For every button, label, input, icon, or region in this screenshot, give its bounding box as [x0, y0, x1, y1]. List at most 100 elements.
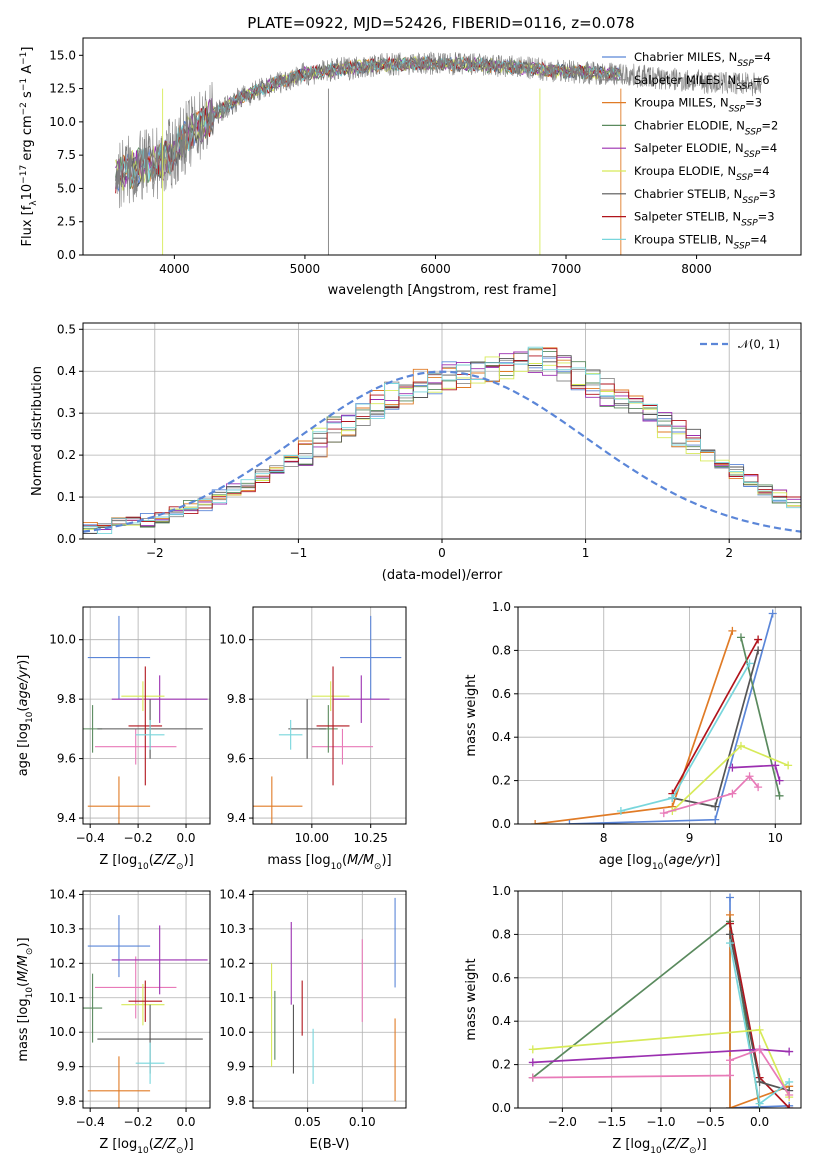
label-part: N	[729, 50, 738, 64]
x-tick-label: −0.5	[696, 1115, 725, 1129]
legend-entry: Chabrier MILES, NSSP=4	[634, 50, 771, 69]
label-part: λ	[29, 200, 39, 206]
x-tick-label: −2	[146, 546, 164, 560]
label-part: )]	[16, 655, 31, 665]
y-tick-label: 0.2	[492, 1058, 511, 1072]
residual-histogram	[83, 356, 801, 539]
label-part: N	[720, 96, 729, 110]
label-part: )]	[697, 1137, 707, 1152]
label-part: s	[20, 91, 35, 102]
plus-marker	[565, 820, 574, 824]
label-part: N	[725, 232, 734, 246]
y-tick-label: 0.0	[492, 1101, 511, 1115]
label-part: Flux [f	[20, 205, 35, 246]
label-part: )]	[381, 853, 391, 868]
plus-marker	[775, 776, 784, 785]
label-part: Kroupa STELIB,	[634, 232, 725, 246]
label-part: N	[727, 164, 736, 178]
label-part: Chabrier MILES,	[634, 50, 729, 64]
y-tick-label: 2.5	[57, 215, 76, 229]
label-part: SSP	[734, 241, 751, 251]
x-axis-label: E(B-V)	[309, 1137, 349, 1152]
axes-frame	[82, 37, 802, 256]
x-axis-label: Z [log10(Z/Z⊙)]	[612, 1137, 706, 1156]
plus-marker	[659, 809, 668, 818]
y-tick-label: 5.0	[57, 181, 76, 195]
label-part: M/M	[16, 955, 31, 982]
plus-marker	[728, 789, 737, 798]
legend-entry: 𝒩(0, 1)	[738, 337, 780, 351]
label-part: =2	[761, 118, 778, 132]
y-tick-label: 9.8	[227, 1094, 246, 1108]
x-tick-label: 0.0	[176, 831, 195, 845]
panel-8: −2.0 −1.5 −1.0 −0.5 0.0 0.0 0.2 0.4 0.6 0.8 1.0 Z […	[464, 884, 802, 1156]
plus-marker	[754, 646, 763, 655]
label-part: =3	[759, 187, 776, 201]
x-tick-label: −0.2	[124, 1115, 153, 1129]
y-tick-label: 9.6	[57, 752, 76, 766]
x-tick-label: −0.4	[76, 1115, 105, 1129]
plus-marker	[755, 1077, 764, 1086]
plus-marker	[768, 609, 777, 618]
y-tick-label: 10.0	[219, 633, 246, 647]
y-tick-label: 0.1	[57, 490, 76, 504]
panel-2: −2 −1 0 1 2 0.0 0.1 0.2 0.3 0.4 0.5 (data-model)/er…	[30, 322, 802, 583]
legend-entry: Chabrier STELIB, NSSP=3	[634, 187, 776, 206]
residual-histogram	[83, 346, 801, 539]
label-part: 10	[137, 862, 149, 872]
x-tick-label: 0.10	[349, 1115, 376, 1129]
legend-entry: Chabrier ELODIE, NSSP=2	[634, 118, 778, 137]
label-part: ⊙	[176, 862, 184, 872]
plus-marker	[531, 820, 540, 824]
axes-frame	[252, 890, 407, 1109]
y-tick-label: 0.0	[57, 248, 76, 262]
x-axis-label: (data-model)/error	[382, 568, 503, 583]
x-tick-label: 10	[768, 831, 783, 845]
mass-weight-line	[535, 630, 734, 824]
plus-marker	[775, 791, 784, 800]
panel-1: 4000 5000 6000 7000 8000 0.0 2.5 5.0 7.5 10.0 12.5…	[19, 37, 802, 298]
label-part: )]	[184, 853, 194, 868]
plus-marker	[754, 635, 763, 644]
legend-entry: Kroupa ELODIE, NSSP=4	[634, 164, 770, 183]
x-tick-label: 7000	[551, 262, 582, 276]
x-tick-label: −0.2	[124, 831, 153, 845]
x-tick-label: 0.05	[294, 1115, 321, 1129]
plus-marker	[755, 1099, 764, 1108]
y-tick-label: 0.4	[492, 1014, 511, 1028]
x-tick-label: 9	[686, 831, 694, 845]
plus-marker	[726, 893, 735, 902]
mass-weight-line	[672, 650, 759, 808]
plus-marker	[726, 939, 735, 948]
mass-weight-line	[532, 919, 761, 1108]
y-tick-label: 0.2	[492, 774, 511, 788]
y-tick-label: 9.8	[227, 692, 246, 706]
label-part: Chabrier STELIB,	[634, 187, 734, 201]
x-tick-label: −2.0	[548, 1115, 577, 1129]
label-part: Z [log	[612, 1137, 650, 1152]
y-tick-label: 9.8	[57, 1094, 76, 1108]
y-tick-label: 0.0	[57, 532, 76, 546]
x-tick-label: −1	[290, 546, 308, 560]
y-tick-label: 0.8	[492, 927, 511, 941]
label-part: ⊙	[176, 1146, 184, 1156]
y-tick-label: 0.3	[57, 406, 76, 420]
label-part: 10	[650, 1146, 662, 1156]
y-tick-label: 0.6	[492, 971, 511, 985]
label-part: )]	[16, 937, 31, 947]
label-part: (	[149, 853, 154, 868]
label-part: =3	[745, 96, 762, 110]
x-tick-label: 5000	[290, 262, 321, 276]
label-part: N	[734, 187, 743, 201]
plus-marker	[785, 1047, 794, 1056]
label-part: (	[662, 1137, 667, 1152]
x-tick-label: 10.00	[295, 831, 329, 845]
label-part: erg cm	[20, 115, 35, 164]
plus-marker	[726, 930, 735, 939]
y-axis-label: mass weight	[464, 958, 479, 1040]
mass-weight-line	[729, 914, 790, 1108]
label-part: N	[736, 118, 745, 132]
y-tick-label: 10.2	[219, 956, 246, 970]
plus-marker	[726, 1071, 735, 1080]
label-part: (	[663, 853, 668, 868]
